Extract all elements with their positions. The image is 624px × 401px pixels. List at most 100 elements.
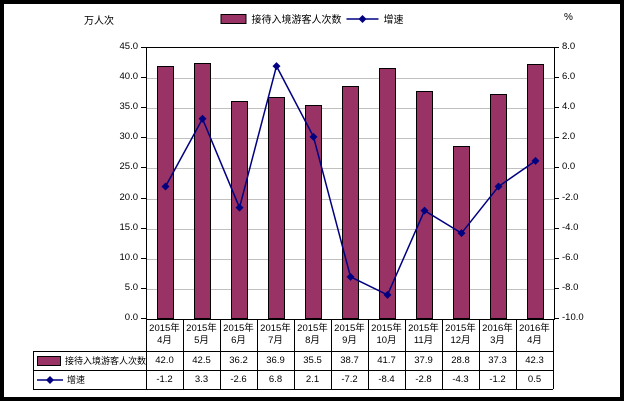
table-border-v xyxy=(442,319,443,389)
legend-bar-label: 接待入境游客人次数 xyxy=(251,15,342,26)
category-cell: 2015年 4月 xyxy=(146,319,183,351)
table-cell: 42.5 xyxy=(192,355,211,366)
y-axis-left-tick-label: 10.0 xyxy=(119,251,139,263)
line-series xyxy=(161,62,540,299)
category-year: 2015年 xyxy=(334,323,365,334)
category-cell: 2015年 10月 xyxy=(368,319,405,351)
line-data-point xyxy=(161,182,170,191)
category-month: 10月 xyxy=(376,335,397,346)
y-axis-left-tick-label: 35.0 xyxy=(119,101,139,113)
category-month: 8月 xyxy=(305,335,320,346)
category-year: 2015年 xyxy=(260,323,291,334)
line-data-point xyxy=(309,132,318,141)
table-border-v xyxy=(183,319,184,389)
table-cell: 36.9 xyxy=(266,355,285,366)
left-axis-tick-mark xyxy=(141,197,146,199)
left-axis-unit-label: 万人次 xyxy=(84,16,114,27)
category-month: 4月 xyxy=(527,335,542,346)
table-border-v xyxy=(294,319,295,389)
category-month: 7月 xyxy=(268,335,283,346)
category-year: 2016年 xyxy=(482,323,513,334)
category-month: 5月 xyxy=(194,335,209,346)
y-axis-left-tick-label: 40.0 xyxy=(119,71,139,83)
table-border-v xyxy=(405,319,406,389)
category-year: 2016年 xyxy=(519,323,550,334)
y-axis-right-tick-label: -8.0 xyxy=(562,281,579,293)
category-year: 2015年 xyxy=(186,323,217,334)
table-border-v xyxy=(516,319,517,389)
y-axis-left-tick-label: 15.0 xyxy=(119,221,139,233)
line-data-point xyxy=(272,62,281,71)
gridline xyxy=(147,78,554,80)
table-line-label: 增速 xyxy=(67,375,86,385)
table-legend-line: 增速 xyxy=(33,370,146,389)
bar xyxy=(268,96,285,319)
y-axis-right-tick-label: -2.0 xyxy=(562,191,579,203)
table-cell: 28.8 xyxy=(451,355,470,366)
right-axis-tick-mark xyxy=(554,47,559,48)
table-border-v xyxy=(368,319,369,389)
left-axis-tick-mark xyxy=(141,318,146,319)
category-cell: 2015年 8月 xyxy=(294,319,331,351)
table-cell: 3.3 xyxy=(194,374,209,385)
table-cell: -2.6 xyxy=(230,374,247,385)
table-border-v xyxy=(146,319,147,389)
category-cell: 2015年 9月 xyxy=(331,319,368,351)
table-cell: -7.2 xyxy=(341,374,358,385)
category-month: 9月 xyxy=(342,335,357,346)
category-cell: 2015年 12月 xyxy=(442,319,479,351)
table-border-h xyxy=(33,370,553,371)
right-axis-tick-mark xyxy=(554,77,559,79)
y-axis-left-tick-label: 45.0 xyxy=(119,41,139,52)
table-cell: -8.4 xyxy=(378,374,395,385)
right-axis-tick-mark xyxy=(554,257,559,259)
y-axis-left-tick-label: 30.0 xyxy=(119,131,139,143)
y-axis-right-tick-label: 0.0 xyxy=(562,161,576,173)
table-border-v xyxy=(331,319,332,389)
table-legend-bar: 接待入境游客人次数 xyxy=(33,351,146,370)
legend: 接待入境游客人次数 增速 xyxy=(220,11,404,26)
category-year: 2015年 xyxy=(149,323,180,334)
category-month: 12月 xyxy=(450,335,471,346)
legend-line-swatch xyxy=(346,14,379,24)
table-border-v xyxy=(479,319,480,389)
line-data-point xyxy=(531,156,540,165)
table-cell: 37.3 xyxy=(488,355,507,366)
left-axis-tick-mark xyxy=(141,167,146,169)
table-bar-swatch xyxy=(37,355,61,366)
table-cell: -1.2 xyxy=(489,374,506,385)
line-data-point xyxy=(494,182,503,191)
category-year: 2015年 xyxy=(408,323,439,334)
table-cell: 35.5 xyxy=(303,355,322,366)
y-axis-left-tick-label: 20.0 xyxy=(119,191,139,203)
table-cell: 37.9 xyxy=(414,355,433,366)
right-axis-tick-mark xyxy=(554,107,559,109)
table-cell: 41.7 xyxy=(377,355,396,366)
y-axis-right-tick-label: -4.0 xyxy=(562,221,579,233)
right-axis-tick-mark xyxy=(554,227,559,229)
table-border-h xyxy=(33,351,553,352)
category-month: 11月 xyxy=(413,335,434,346)
y-axis-right-tick-label: 8.0 xyxy=(562,41,576,52)
bar xyxy=(379,67,396,319)
left-axis-tick-mark xyxy=(141,47,146,48)
left-axis-tick-mark xyxy=(141,257,146,259)
left-axis-tick-mark xyxy=(141,227,146,229)
category-month: 3月 xyxy=(490,335,505,346)
category-cell: 2015年 5月 xyxy=(183,319,220,351)
line-data-point xyxy=(420,206,429,215)
plot-area xyxy=(146,47,555,320)
line-data-point xyxy=(346,272,355,281)
table-cell: 38.7 xyxy=(340,355,359,366)
table-border-h xyxy=(33,389,553,390)
table-cell: 0.5 xyxy=(527,374,542,385)
y-axis-left-tick-label: 25.0 xyxy=(119,161,139,173)
y-axis-right-tick-label: 4.0 xyxy=(562,101,576,113)
category-year: 2015年 xyxy=(371,323,402,334)
table-cell: 36.2 xyxy=(229,355,248,366)
right-axis-tick-mark xyxy=(554,197,559,199)
line-data-point xyxy=(383,290,392,299)
line-data-point xyxy=(457,229,466,238)
table-cell: -4.3 xyxy=(452,374,469,385)
